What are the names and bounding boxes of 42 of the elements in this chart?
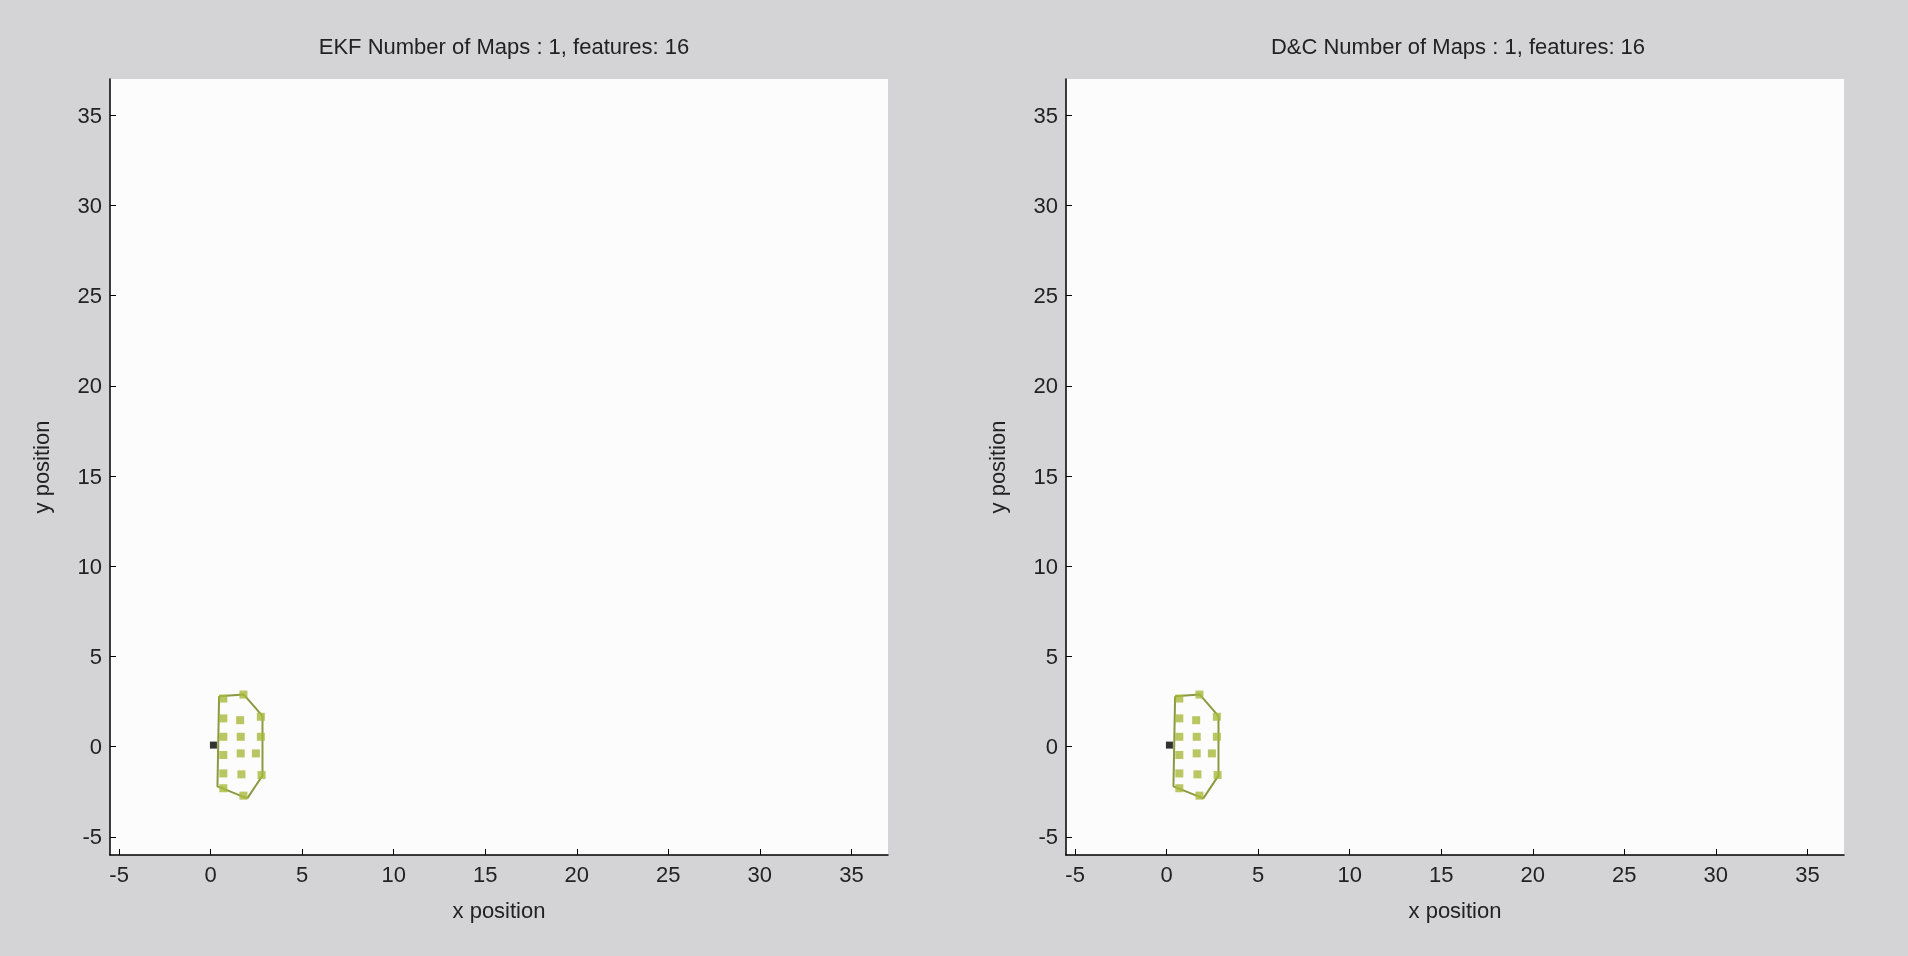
x-tick-label: 15	[1429, 861, 1454, 887]
y-tick-label: 10	[77, 553, 102, 579]
y-tick-label: -5	[1038, 824, 1058, 850]
y-tick-label: 10	[1033, 553, 1058, 579]
x-tick-label: 30	[747, 861, 773, 887]
x-axis-title: x position	[452, 897, 546, 923]
x-tick-label: 15	[473, 861, 498, 887]
chart-title: D&C Number of Maps : 1, features: 16	[1270, 33, 1646, 59]
y-axis-title: y position	[984, 420, 1010, 514]
y-tick-label: 5	[1045, 643, 1058, 669]
x-tick-label: 10	[381, 861, 406, 887]
y-tick-label: 35	[77, 102, 102, 128]
y-tick-label: 30	[77, 192, 102, 218]
x-tick-label: 10	[1337, 861, 1362, 887]
y-tick-label: 30	[1033, 192, 1058, 218]
x-tick-label: 0	[204, 861, 217, 887]
y-tick-label: -5	[82, 824, 102, 850]
x-tick-label: 35	[1795, 861, 1820, 887]
x-tick-label: 20	[564, 861, 590, 887]
y-tick-label: 20	[1033, 373, 1058, 399]
x-axis-title: x position	[1408, 897, 1502, 923]
x-tick-label: 5	[296, 861, 309, 887]
y-tick-label: 15	[77, 463, 102, 489]
chart-title: EKF Number of Maps : 1, features: 16	[318, 33, 690, 59]
y-tick-label: 0	[1045, 734, 1058, 760]
x-tick-label: -5	[109, 861, 129, 887]
x-tick-label: 30	[1703, 861, 1729, 887]
x-tick-label: 25	[1612, 861, 1637, 887]
x-tick-label: -5	[1065, 861, 1085, 887]
x-tick-label: 5	[1252, 861, 1265, 887]
x-tick-label: 25	[656, 861, 681, 887]
x-tick-label: 20	[1520, 861, 1546, 887]
y-tick-label: 5	[89, 643, 102, 669]
y-tick-label: 0	[89, 734, 102, 760]
y-tick-label: 15	[1033, 463, 1058, 489]
x-tick-label: 35	[839, 861, 864, 887]
y-tick-label: 20	[77, 373, 102, 399]
y-axis-title: y position	[28, 420, 54, 514]
y-tick-label: 25	[77, 283, 102, 309]
y-tick-label: 25	[1033, 283, 1058, 309]
y-tick-label: 35	[1033, 102, 1058, 128]
x-tick-label: 0	[1160, 861, 1173, 887]
